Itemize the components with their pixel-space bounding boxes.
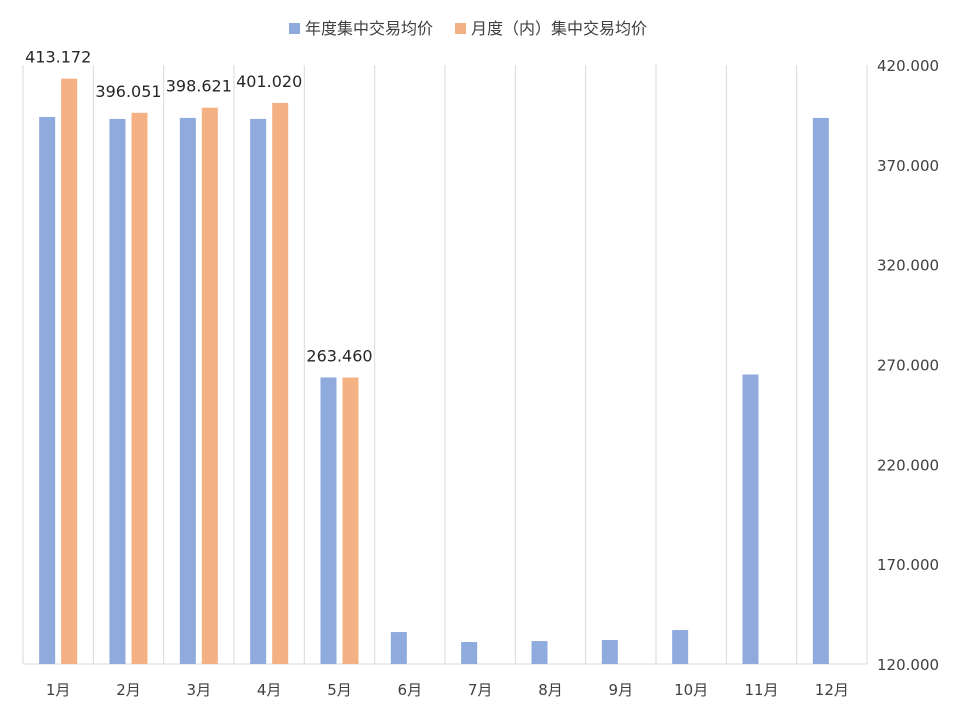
bars bbox=[39, 78, 829, 665]
x-tick-label: 12月 bbox=[815, 681, 849, 699]
bar-annual bbox=[742, 374, 759, 664]
data-label: 413.172 bbox=[25, 48, 91, 67]
x-tick-label: 10月 bbox=[674, 681, 708, 699]
x-tick-label: 1月 bbox=[46, 681, 71, 699]
legend-swatch-monthly bbox=[455, 23, 466, 34]
x-tick-label: 5月 bbox=[327, 681, 352, 699]
x-tick-label: 6月 bbox=[398, 681, 423, 699]
x-tick-label: 3月 bbox=[187, 681, 212, 699]
bar-annual bbox=[531, 641, 548, 664]
y-tick-label: 320.000 bbox=[877, 257, 939, 275]
x-tick-label: 2月 bbox=[116, 681, 141, 699]
data-label: 263.460 bbox=[306, 347, 372, 366]
x-tick-label: 7月 bbox=[468, 681, 493, 699]
x-tick-label: 8月 bbox=[538, 681, 563, 699]
legend: 年度集中交易均价 月度（内）集中交易均价 bbox=[289, 19, 647, 38]
bar-monthly bbox=[131, 112, 148, 664]
bar-annual bbox=[320, 377, 337, 664]
data-label: 398.621 bbox=[166, 77, 232, 96]
legend-label-annual: 年度集中交易均价 bbox=[305, 19, 433, 38]
bar-annual bbox=[812, 117, 829, 664]
bar-annual bbox=[601, 640, 618, 664]
bar-annual bbox=[390, 632, 407, 664]
y-axis: 120.000 170.000 220.000 270.000 320.000 370.0… bbox=[877, 57, 939, 674]
legend-swatch-annual bbox=[289, 23, 300, 34]
y-tick-label: 370.000 bbox=[877, 157, 939, 175]
bar-annual bbox=[39, 116, 56, 664]
x-tick-label: 11月 bbox=[744, 681, 778, 699]
x-axis: 1月 2月 3月 4月 5月 6月 7月 8月 9月 10月 11月 12月 bbox=[46, 681, 849, 699]
bar-annual bbox=[250, 118, 267, 664]
y-tick-label: 420.000 bbox=[877, 57, 939, 75]
bar-annual bbox=[109, 118, 126, 664]
bar-annual bbox=[461, 642, 478, 664]
y-tick-label: 270.000 bbox=[877, 357, 939, 375]
bar-monthly bbox=[272, 102, 289, 665]
legend-label-monthly: 月度（内）集中交易均价 bbox=[471, 19, 647, 38]
gridlines bbox=[22, 65, 868, 665]
bar-monthly bbox=[342, 377, 359, 664]
data-label: 401.020 bbox=[236, 72, 302, 91]
x-tick-label: 9月 bbox=[609, 681, 634, 699]
bar-annual bbox=[179, 117, 196, 664]
y-tick-label: 120.000 bbox=[877, 656, 939, 674]
bar-monthly bbox=[201, 107, 218, 664]
data-label: 396.051 bbox=[95, 82, 161, 101]
y-tick-label: 220.000 bbox=[877, 456, 939, 474]
bar-monthly bbox=[61, 78, 78, 664]
bar-annual bbox=[672, 630, 689, 664]
x-tick-label: 4月 bbox=[257, 681, 282, 699]
y-tick-label: 170.000 bbox=[877, 556, 939, 574]
